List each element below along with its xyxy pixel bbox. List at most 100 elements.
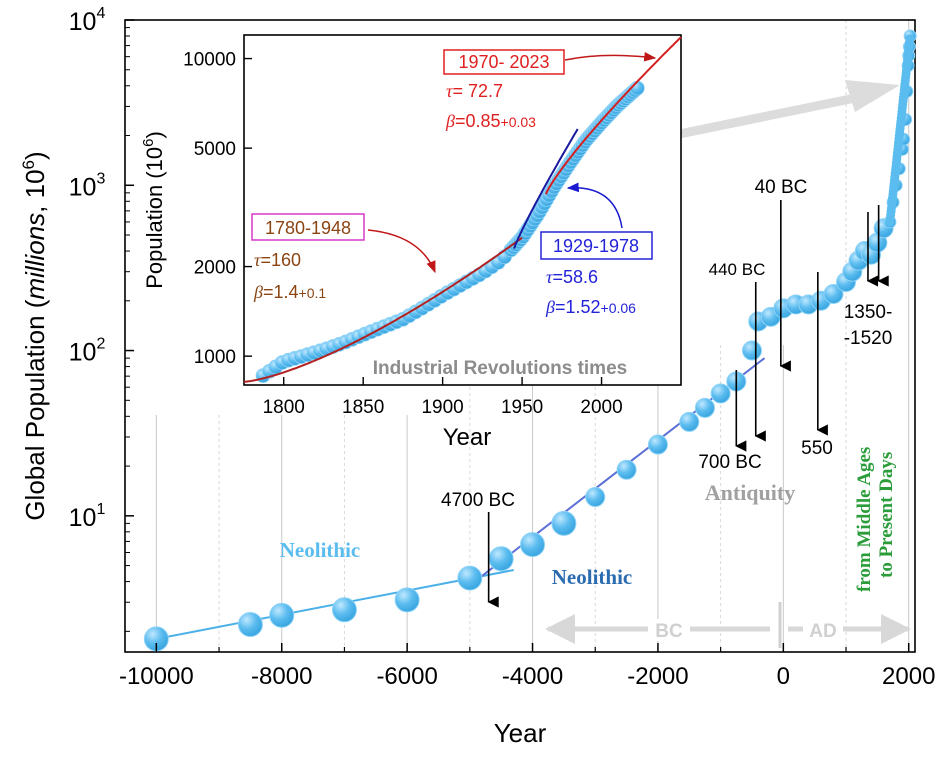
inset-fit-line-1929-1978: [513, 128, 579, 249]
fit-beta-1780-1948: β=1.4+0.1: [253, 282, 326, 302]
inset-y-axis-title: Population (106): [140, 131, 167, 289]
main-data-point: [679, 411, 700, 432]
svg-text:Population (106): Population (106): [140, 131, 167, 289]
main-data-point: [551, 510, 577, 536]
inset-y-tick-label: 5000: [194, 139, 236, 160]
fit-label-1929-1978: 1929-1978 τ=58.6 β=1.52+0.06: [540, 231, 653, 317]
main-data-point: [457, 565, 483, 591]
neolithic-label-2: Neolithic: [552, 565, 632, 589]
main-y-title-close: ): [20, 151, 50, 160]
inset-y-title-sup: 6: [140, 139, 157, 147]
main-x-tick-label: 0: [777, 663, 790, 690]
main-gridlines: [155, 20, 910, 652]
main-y-tick-label: 103: [69, 170, 106, 201]
main-x-tick-label: -10000: [119, 663, 194, 690]
fit-tau-1780-1948: τ=160: [254, 250, 301, 270]
main-x-tick-label: -4000: [502, 663, 563, 690]
fit-name-1780-1948: 1780-1948: [265, 218, 351, 238]
inset-fit-line-1780-1948: [243, 236, 523, 383]
label-440-bc: 440 BC: [709, 260, 766, 279]
main-y-axis: 101 102 103 104: [69, 5, 134, 632]
inset-x-tick-label: 1850: [342, 397, 384, 418]
main-plot-frame: [124, 19, 916, 653]
fit-beta-1970-2023: β=0.85+0.03: [445, 111, 536, 131]
antiquity-label: Antiquity: [705, 480, 795, 505]
fit-box-1929-1978: [540, 231, 653, 260]
inset-x-tick-label: 1900: [421, 397, 463, 418]
main-data-point: [905, 34, 915, 44]
modern-label-line2: to Present Days: [876, 452, 897, 578]
fit-tau-1970-2023: τ= 72.7: [446, 81, 503, 101]
main-y-title-sup: 6: [19, 160, 38, 169]
fit-box-1970-2023: [443, 49, 565, 75]
label-4700-bc: 4700 BC: [441, 490, 515, 511]
main-data-point: [331, 597, 357, 623]
main-data-points: [143, 29, 917, 652]
callout-arrow-1929-1978: [566, 182, 623, 229]
label-550: 550: [801, 438, 833, 459]
inset-fit-lines: [243, 36, 682, 383]
main-y-axis-title: Global Population (millions, 106): [19, 151, 50, 520]
main-data-point: [647, 434, 668, 455]
label-40-bc: 40 BC: [755, 177, 808, 198]
inset-fit-line-1970-2023: [544, 36, 682, 195]
inset-y-title-part1: Population (10: [142, 147, 167, 289]
fit-label-1970-2023: 1970- 2023 τ= 72.7 β=0.85+0.03: [443, 49, 565, 131]
label-1350: 1350-: [844, 302, 893, 323]
inset-y-tick-label: 2000: [194, 258, 236, 279]
callout-arrow-1780-1948: [367, 229, 436, 274]
main-y-tick-label: 101: [69, 501, 106, 532]
main-y-tick-label: 104: [69, 5, 106, 36]
main-x-axis: -10000 -8000 -6000 -4000 -2000 0 2000: [119, 643, 935, 690]
main-y-title-part2: , 10: [20, 169, 50, 212]
neolithic-label-1: Neolithic: [280, 538, 360, 562]
inset-x-axis: 1800 1850 1900 1950 2000: [263, 377, 623, 418]
callout-arrow-1970-2023: [564, 51, 657, 62]
fit-box-1780-1948: [251, 213, 365, 241]
modern-era-label: from Middle Ages to Present Days: [854, 447, 897, 592]
fit-label-1780-1948: 1780-1948 τ=160 β=1.4+0.1: [251, 213, 365, 302]
inset-y-axis: 1000 2000 5000 10000: [183, 50, 252, 368]
main-y-tick-label: 102: [69, 336, 106, 367]
main-x-tick-label: -6000: [376, 663, 437, 690]
label-700-bc: 700 BC: [698, 452, 761, 473]
main-x-tick-label: -8000: [251, 663, 312, 690]
inset-plot-frame: [243, 34, 682, 386]
modern-label-line1: from Middle Ages: [854, 447, 875, 592]
inset-y-tick-label: 1000: [194, 347, 236, 368]
inset-x-tick-label: 1800: [263, 397, 305, 418]
main-data-point: [237, 612, 263, 638]
main-data-point: [823, 283, 844, 304]
inset-x-tick-label: 1950: [501, 397, 543, 418]
main-y-title-part1: Global Population (: [20, 299, 50, 520]
svg-text:Global Population (millions, 1: Global Population (millions, 106): [19, 151, 50, 520]
main-data-point: [269, 602, 295, 628]
inset-x-tick-label: 2000: [580, 397, 622, 418]
fit-name-1970-2023: 1970- 2023: [458, 52, 549, 72]
ad-label: AD: [809, 621, 836, 642]
inset-y-tick-label: 10000: [183, 50, 236, 71]
main-data-point: [585, 486, 606, 507]
fit-tau-1929-1978: τ=58.6: [546, 267, 598, 287]
modern-era-pointer-arrow: [649, 80, 900, 145]
main-data-point: [394, 587, 420, 613]
inset-x-axis-title: Year: [443, 424, 492, 451]
main-data-point: [694, 397, 715, 418]
inset-y-title-close: ): [142, 131, 167, 138]
main-data-point: [488, 546, 514, 572]
main-y-title-italic: millions: [20, 213, 50, 300]
label-1520: -1520: [844, 328, 893, 349]
fit-beta-1929-1978: β=1.52+0.06: [545, 297, 636, 317]
main-x-tick-label: -2000: [627, 663, 688, 690]
event-arrows: [487, 200, 889, 608]
main-data-point: [616, 459, 637, 480]
fit-name-1929-1978: 1929-1978: [553, 236, 639, 256]
bc-ad-markers: BC AD: [545, 602, 911, 648]
main-data-point: [710, 383, 731, 404]
main-data-point: [520, 532, 546, 558]
main-data-point: [741, 340, 762, 361]
main-x-axis-title: Year: [494, 718, 547, 748]
bc-label: BC: [655, 621, 683, 642]
